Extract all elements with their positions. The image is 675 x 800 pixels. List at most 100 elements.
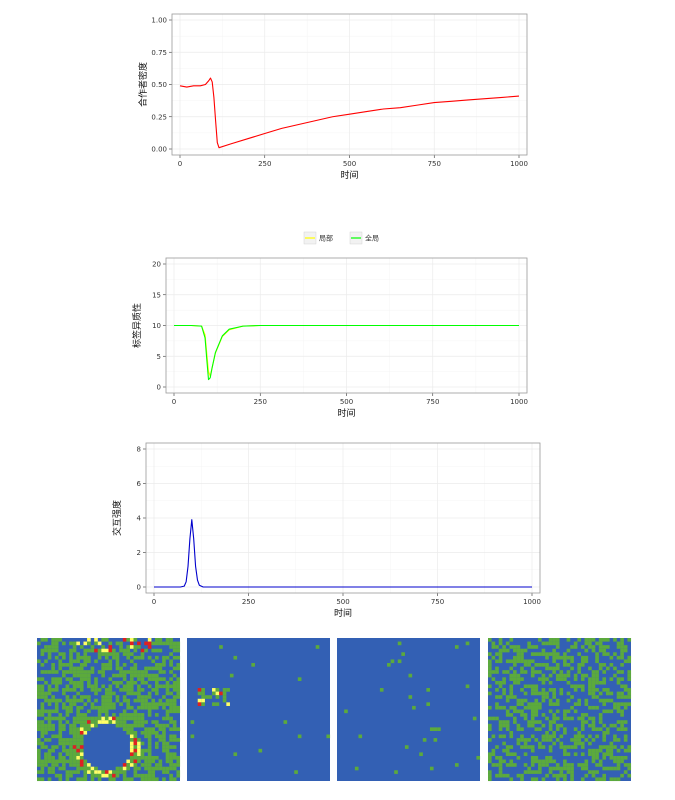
lattice-cell <box>126 670 131 674</box>
lattice-cell <box>623 695 628 699</box>
lattice-cell <box>58 659 63 664</box>
lattice-cell <box>563 766 567 771</box>
lattice-cell <box>69 688 73 692</box>
lattice-cell <box>408 673 413 678</box>
lattice-cell <box>65 773 70 778</box>
lattice-cell <box>534 645 539 649</box>
lattice-cell <box>87 655 91 660</box>
lattice-cell <box>140 680 145 685</box>
lattice-cell <box>137 705 141 710</box>
lattice-cell <box>523 752 528 757</box>
lattice-cell <box>72 759 77 764</box>
lattice-cell <box>129 745 134 749</box>
lattice-cell <box>505 752 510 757</box>
lattice-cell <box>165 691 170 696</box>
lattice-cell <box>602 663 607 667</box>
lattice-cell <box>37 709 41 714</box>
lattice-cell <box>69 648 73 653</box>
lattice-cell <box>104 720 109 724</box>
lattice-cell <box>523 738 528 742</box>
lattice-cell <box>176 680 181 685</box>
lattice-cell <box>591 727 596 732</box>
lattice-cell <box>502 734 506 739</box>
lattice-cell <box>47 655 52 660</box>
lattice-cell <box>605 745 610 749</box>
lattice-cell <box>90 777 95 782</box>
lattice-cell <box>513 680 517 685</box>
lattice-cell <box>154 702 159 706</box>
lattice-cell <box>97 770 102 774</box>
lattice-cell <box>555 727 560 732</box>
lattice-cell <box>144 734 148 739</box>
lattice-cell <box>502 705 506 710</box>
lattice-cell <box>65 770 70 774</box>
lattice-cell <box>104 655 109 660</box>
lattice-cell <box>534 702 539 706</box>
lattice-cell <box>129 691 134 696</box>
lattice-cell <box>151 773 156 778</box>
lattice-cell <box>115 652 120 656</box>
lattice-cell <box>62 727 66 732</box>
lattice-cell <box>137 752 141 757</box>
lattice-cell <box>104 666 109 671</box>
lattice-cell <box>563 748 567 753</box>
lattice-cell <box>570 666 574 671</box>
lattice-cell <box>65 748 70 753</box>
lattice-cell <box>613 673 617 678</box>
lattice-cell <box>591 752 596 757</box>
lattice-cell <box>620 663 624 667</box>
lattice-cell <box>548 723 553 728</box>
lattice-cell <box>588 691 592 696</box>
lattice-cell <box>488 752 492 757</box>
lattice-cell <box>505 745 510 749</box>
lattice-cell <box>505 659 510 664</box>
lattice-cell <box>584 759 589 764</box>
lattice-cell <box>495 755 499 760</box>
lattice-cell <box>162 766 166 771</box>
lattice-cell <box>226 702 230 706</box>
lattice-cell <box>520 773 524 778</box>
lattice-cell <box>588 770 592 774</box>
lattice-cell <box>563 673 567 678</box>
lattice-cell <box>83 670 88 674</box>
lattice-cell <box>58 752 63 757</box>
lattice-cell <box>465 641 470 646</box>
lattice-cell <box>72 745 77 749</box>
lattice-cell <box>548 702 553 706</box>
lattice-cell <box>591 705 596 710</box>
lattice-cell <box>137 773 141 778</box>
lattice-cell <box>498 680 503 685</box>
lattice-cell <box>47 691 52 696</box>
lattice-cell <box>491 670 496 674</box>
lattice-cell <box>65 698 70 703</box>
lattice-cell <box>94 705 98 710</box>
lattice-cell <box>394 770 398 774</box>
lattice-cell <box>76 755 80 760</box>
lattice-cell <box>87 670 91 674</box>
lattice-cell <box>588 688 592 692</box>
lattice-cell <box>602 777 607 782</box>
lattice-cell <box>495 705 499 710</box>
lattice-cell <box>616 709 621 714</box>
lattice-cell <box>573 677 578 681</box>
lattice-cell <box>137 698 141 703</box>
lattice-cell <box>47 652 52 656</box>
lattice-cell <box>602 680 607 685</box>
lattice-cell <box>147 684 152 689</box>
lattice-cell <box>129 684 134 689</box>
lattice-cell <box>591 645 596 649</box>
lattice-cell <box>104 648 109 653</box>
x-tick-label: 0 <box>178 160 182 168</box>
lattice-cell <box>58 734 63 739</box>
lattice-cell <box>62 748 66 753</box>
lattice-cell <box>498 723 503 728</box>
lattice-cell <box>591 755 596 760</box>
lattice-cell <box>566 648 571 653</box>
lattice-cell <box>83 730 88 735</box>
lattice-cell <box>563 709 567 714</box>
lattice-cell <box>509 745 514 749</box>
lattice-cell <box>72 670 77 674</box>
lattice-cell <box>69 759 73 764</box>
lattice-cell <box>605 698 610 703</box>
lattice-cell <box>498 652 503 656</box>
